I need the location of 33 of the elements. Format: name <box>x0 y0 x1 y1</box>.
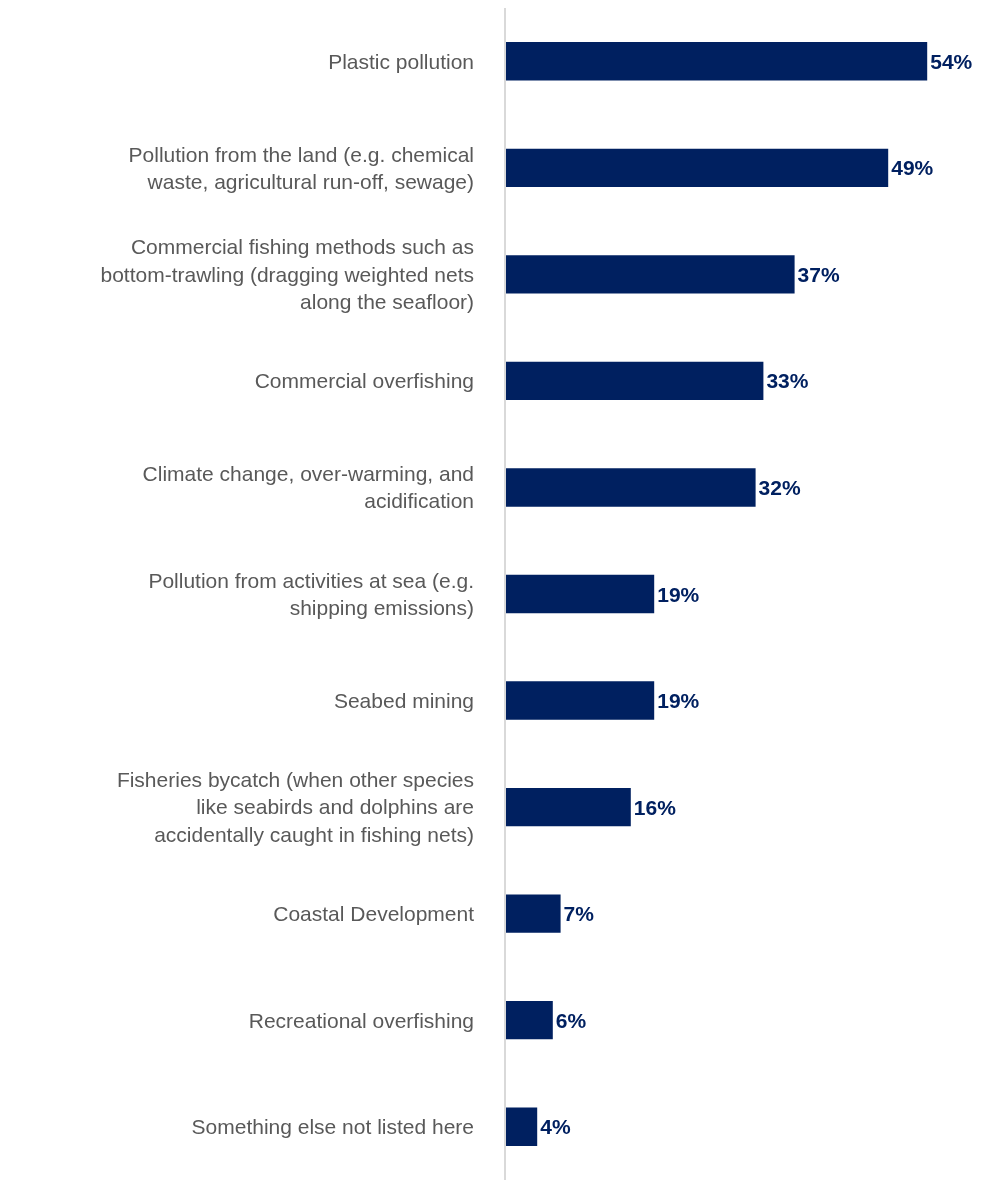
data-label: 7% <box>563 902 595 926</box>
y-tick-label: Commercial overfishing <box>254 369 475 393</box>
data-label: 19% <box>657 582 700 606</box>
y-tick-label: Recreational overfishing <box>248 1008 475 1032</box>
data-label: 4% <box>540 1115 571 1139</box>
bar <box>506 894 561 933</box>
y-tick-label: Climate change, over-warming, and acidification <box>142 462 475 513</box>
bar <box>506 255 795 294</box>
bar <box>506 1107 538 1146</box>
bar <box>506 148 889 187</box>
y-tick-label: Plastic pollution <box>328 49 475 73</box>
data-label: 54% <box>930 49 973 73</box>
data-label: 49% <box>891 156 934 180</box>
data-label: 37% <box>797 262 840 286</box>
bar <box>506 574 655 614</box>
bar <box>506 361 764 401</box>
data-label: 33% <box>766 369 809 393</box>
bar <box>506 787 631 827</box>
data-label: 16% <box>633 795 677 819</box>
data-label: 19% <box>657 689 700 713</box>
y-tick-label: Commercial fishing methods such as bottom-trawling (dragging weighted nets along the seafloor) <box>100 235 475 314</box>
y-tick-label: Pollution from activities at sea (e.g. shipping emissions) <box>148 568 475 619</box>
y-tick-label: Coastal Development <box>273 901 475 925</box>
bar <box>506 42 928 81</box>
y-tick-label: Something else not listed here <box>191 1115 475 1139</box>
y-tick-label: Seabed mining <box>333 688 475 712</box>
data-label: 6% <box>555 1008 587 1032</box>
data-label: 32% <box>758 475 801 499</box>
y-tick-label: Pollution from the land (e.g. chemical waste, agricultural run-off, sewage) <box>128 142 475 193</box>
bar <box>506 1001 553 1040</box>
bar <box>506 681 655 720</box>
y-tick-label: Fisheries bycatch (when other species like seabirds and dolphins are accidentally caught in fishing nets) <box>116 768 475 846</box>
bar <box>506 468 756 507</box>
